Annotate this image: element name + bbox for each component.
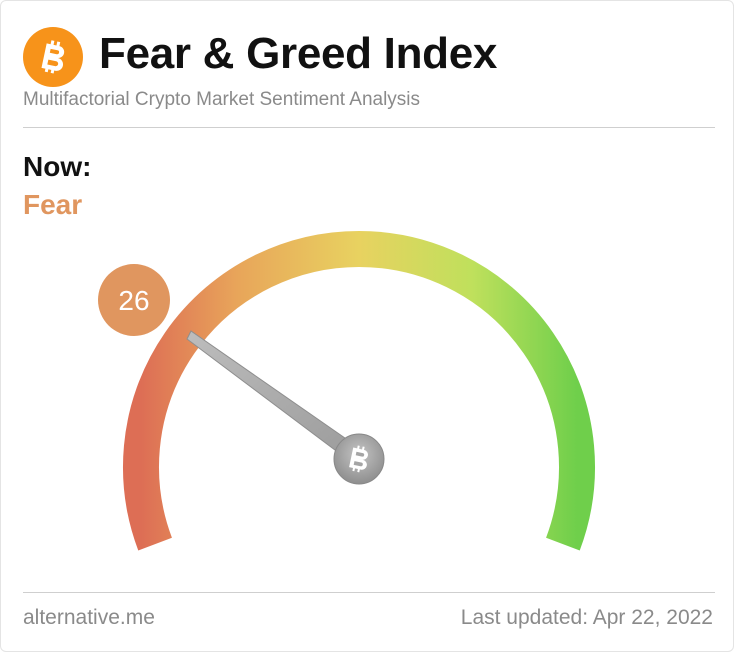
page-subtitle: Multifactorial Crypto Market Sentiment A… bbox=[23, 89, 421, 110]
divider-top bbox=[23, 127, 715, 128]
hub-bitcoin-icon bbox=[349, 445, 368, 473]
page-title: Fear & Greed Index bbox=[99, 29, 498, 78]
last-updated: Last updated: Apr 22, 2022 bbox=[460, 606, 713, 629]
bitcoin-icon bbox=[41, 40, 65, 74]
value-bubble-text: 26 bbox=[118, 285, 149, 316]
value-bubble bbox=[98, 264, 170, 336]
sentiment-classification: Fear bbox=[23, 189, 83, 220]
header: Fear & Greed Index bbox=[23, 25, 715, 87]
bitcoin-logo bbox=[23, 27, 83, 87]
now-label: Now: bbox=[23, 151, 92, 182]
gauge-arc bbox=[123, 231, 595, 551]
source-link[interactable]: alternative.me bbox=[23, 606, 155, 629]
divider-bottom bbox=[23, 592, 715, 593]
